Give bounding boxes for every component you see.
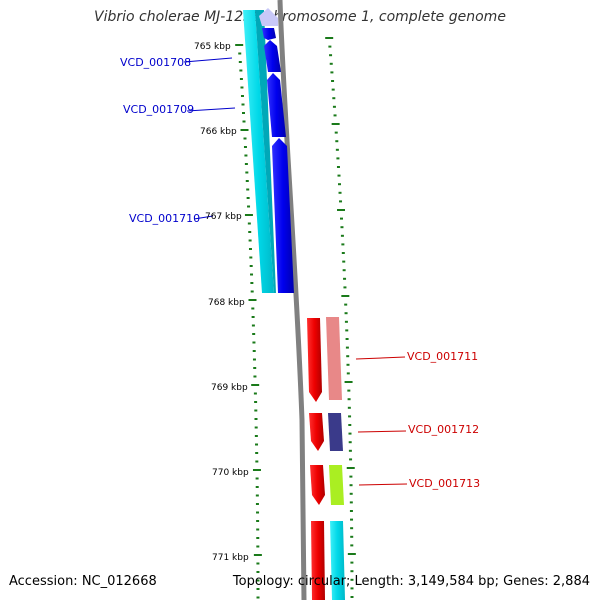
gene-label-vcd-001710[interactable]: VCD_001710 <box>129 212 200 225</box>
gene-arrow-vcd-001709[interactable] <box>267 73 286 137</box>
accession-label: Accession: NC_012668 <box>9 574 157 589</box>
gene-arrow-vcd-001712[interactable] <box>309 413 324 451</box>
scale-label-770: 770 kbp <box>212 468 249 478</box>
cyan-feature-track-upper-edge <box>255 10 276 293</box>
backbone-arc <box>277 0 307 600</box>
cyan-feature-track-lower <box>330 521 345 600</box>
gene-arrow-vcd-001713[interactable] <box>310 465 325 505</box>
scale-label-768: 768 kbp <box>208 298 245 308</box>
cog-feature-lime <box>329 465 344 505</box>
scale-label-765: 765 kbp <box>194 42 231 52</box>
gene-label-vcd-001712[interactable]: VCD_001712 <box>408 423 479 436</box>
scale-label-769: 769 kbp <box>211 383 248 393</box>
cog-feature-navy <box>328 413 343 451</box>
gene-label-vcd-001708[interactable]: VCD_001708 <box>120 56 191 69</box>
gene-arrow-vcd-001707[interactable] <box>262 28 276 40</box>
map-title: Vibrio cholerae MJ-1236 chromosome 1, co… <box>94 9 506 25</box>
gene-arrow-lower[interactable] <box>311 521 325 600</box>
gene-arrow-vcd-001711[interactable] <box>307 318 322 402</box>
gene-arrow-top[interactable] <box>259 8 278 26</box>
gene-label-vcd-001711[interactable]: VCD_001711 <box>407 350 478 363</box>
scale-ticks <box>235 44 262 599</box>
gc-dots <box>325 37 356 598</box>
scale-label-766: 766 kbp <box>200 127 237 137</box>
scale-label-767: 767 kbp <box>205 212 242 222</box>
gene-arrow-vcd-001710[interactable] <box>272 138 294 293</box>
gene-label-vcd-001713[interactable]: VCD_001713 <box>409 477 480 490</box>
scale-label-771: 771 kbp <box>212 553 249 563</box>
cog-feature-salmon <box>326 317 342 400</box>
leader-lines <box>183 57 408 486</box>
genome-info-label: Topology: circular; Length: 3,149,584 bp… <box>232 574 590 589</box>
cyan-feature-track-upper <box>243 10 274 293</box>
gene-arrow-vcd-001708[interactable] <box>264 40 281 72</box>
gene-label-vcd-001709[interactable]: VCD_001709 <box>123 103 194 116</box>
